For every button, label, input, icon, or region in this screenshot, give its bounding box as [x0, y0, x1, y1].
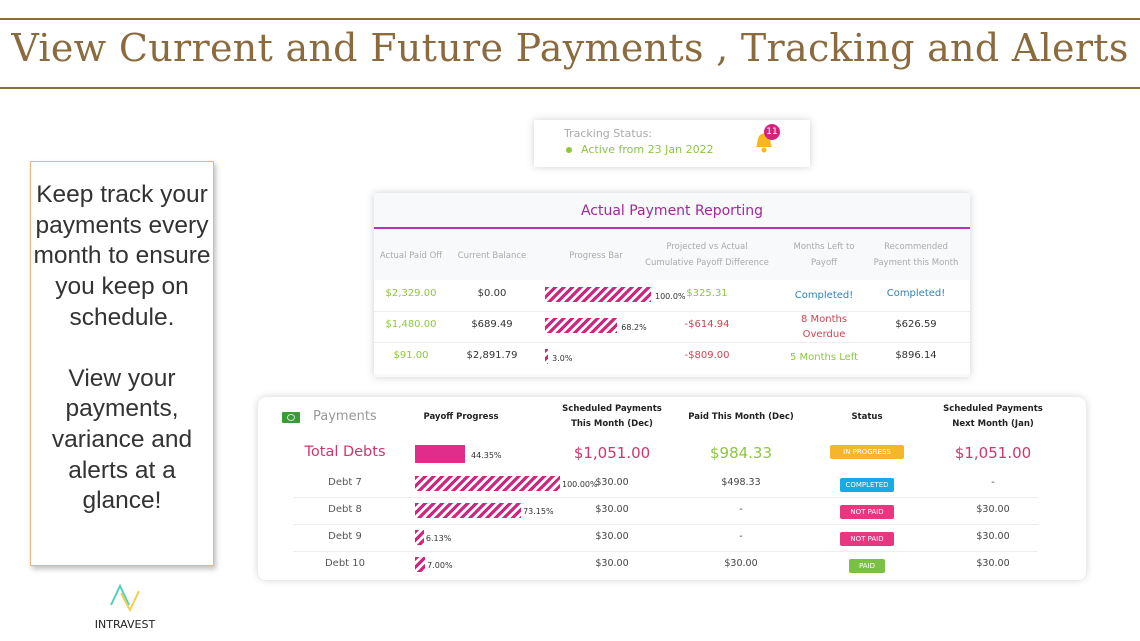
reporting-header-0: Actual Paid Off	[379, 251, 443, 261]
payments-title: Payments	[313, 409, 377, 424]
money-icon	[282, 412, 300, 423]
reporting-header-4: Months Left to Payoff	[793, 242, 855, 268]
debt-name: Debt 7	[328, 477, 362, 488]
reporting-header-5: Recommended Payment this Month	[873, 242, 959, 268]
debt-name: Debt 8	[328, 504, 362, 515]
recommended-payment: $896.14	[895, 350, 937, 361]
status-badge: NOT PAID	[840, 532, 894, 546]
status-dot-icon	[566, 147, 572, 153]
callout-text-2: View your payments, variance and alerts …	[51, 364, 193, 515]
progress-label: 3.0%	[552, 354, 573, 363]
payments-header-4: Scheduled Payments Next Month (Jan)	[943, 404, 1043, 429]
alerts-bell-button[interactable]: 11	[752, 124, 780, 156]
title-rule-bottom	[0, 87, 1140, 89]
scheduled-next-month: $30.00	[976, 504, 1010, 515]
payments-header-1: Scheduled Payments This Month (Dec)	[562, 404, 662, 429]
scheduled-this-month: $30.00	[595, 558, 629, 569]
scheduled-next-month: $30.00	[976, 558, 1010, 569]
debt-name: Debt 9	[328, 531, 362, 542]
tracking-label: Tracking Status:	[564, 127, 653, 140]
debt-progress-bar	[415, 476, 560, 491]
total-scheduled: $1,051.00	[573, 444, 651, 462]
reporting-header-1: Current Balance	[457, 251, 527, 261]
actual-paid-off: $2,329.00	[385, 288, 437, 299]
debt-progress-label: 7.00%	[427, 561, 453, 570]
reporting-title-rule	[374, 227, 970, 229]
row-divider	[293, 524, 1038, 525]
status-badge: COMPLETED	[840, 478, 894, 492]
payments-card: Payments Payoff Progress Scheduled Paymen…	[258, 397, 1086, 580]
status-badge: IN PROGRESS	[830, 445, 904, 459]
tracking-status: Active from 23 Jan 2022	[581, 143, 714, 156]
months-left: Completed!	[794, 290, 854, 301]
current-balance: $2,891.79	[466, 350, 518, 361]
payments-header-0: Payoff Progress	[423, 412, 499, 422]
debt-name: Debt 10	[324, 558, 366, 569]
reporting-title: Actual Payment Reporting	[580, 203, 764, 219]
page-title: View Current and Future Payments , Track…	[11, 26, 1129, 70]
progress-label: 100.0%	[655, 292, 686, 301]
paid-this-month: $30.00	[724, 558, 758, 569]
payments-header-3: Status	[851, 412, 883, 422]
payoff-difference: -$809.00	[684, 350, 730, 361]
payoff-difference: $325.31	[686, 288, 728, 299]
row-divider	[374, 311, 970, 312]
total-next: $1,051.00	[954, 444, 1032, 462]
reporting-header-2: Progress Bar	[569, 251, 623, 261]
total-paid: $984.33	[709, 444, 773, 462]
actual-paid-off: $1,480.00	[385, 319, 437, 330]
progress-label: 68.2%	[621, 323, 647, 332]
status-badge: PAID	[849, 559, 885, 573]
progress-bar	[545, 287, 651, 302]
recommended-payment: Completed!	[886, 288, 946, 299]
debt-progress-label: 73.15%	[523, 507, 554, 516]
paid-this-month: -	[739, 504, 743, 515]
progress-bar	[545, 318, 618, 333]
scheduled-next-month: $30.00	[976, 531, 1010, 542]
intravest-logo-icon	[110, 583, 140, 613]
debt-progress-bar	[415, 503, 522, 518]
tracking-status-card: Tracking Status: Active from 23 Jan 2022…	[534, 120, 810, 167]
total-progress-bar	[415, 445, 465, 463]
debt-progress-bar	[415, 530, 424, 545]
title-rule-top	[0, 18, 1140, 20]
actual-paid-off: $91.00	[393, 350, 429, 361]
row-divider	[374, 342, 970, 343]
progress-bar	[545, 349, 549, 364]
row-divider	[293, 497, 1038, 498]
alert-count-badge: 11	[764, 124, 780, 140]
months-left: 5 Months Left	[789, 352, 859, 363]
paid-this-month: $498.33	[721, 477, 761, 488]
actual-payment-reporting-card: Actual Payment Reporting $2,329.00 $0.00 1…	[374, 193, 970, 377]
current-balance: $0.00	[477, 288, 507, 299]
recommended-payment: $626.59	[895, 319, 937, 330]
info-callout: Keep track your payments every month to …	[30, 161, 214, 566]
payoff-difference: -$614.94	[684, 319, 730, 330]
scheduled-next-month: -	[991, 477, 995, 488]
months-left: 8 Months Overdue	[800, 314, 848, 340]
debt-progress-label: 100.00%	[562, 480, 598, 489]
reporting-header-3: Projected vs Actual Cumulative Payoff Di…	[645, 242, 769, 268]
scheduled-this-month: $30.00	[595, 531, 629, 542]
scheduled-this-month: $30.00	[595, 504, 629, 515]
paid-this-month: -	[739, 531, 743, 542]
current-balance: $689.49	[471, 319, 513, 330]
debt-progress-bar	[415, 557, 426, 572]
status-badge: NOT PAID	[840, 505, 894, 519]
row-divider	[293, 551, 1038, 552]
payments-header-2: Paid This Month (Dec)	[688, 412, 794, 422]
debt-progress-label: 6.13%	[425, 534, 452, 543]
logo-text: INTRAVEST	[94, 618, 156, 631]
logo: INTRAVEST	[90, 583, 160, 631]
total-debts-label: Total Debts	[304, 444, 386, 460]
total-progress-label: 44.35%	[471, 451, 502, 460]
callout-text-1: Keep track your payments every month to …	[33, 181, 211, 331]
scheduled-this-month: $30.00	[595, 477, 629, 488]
